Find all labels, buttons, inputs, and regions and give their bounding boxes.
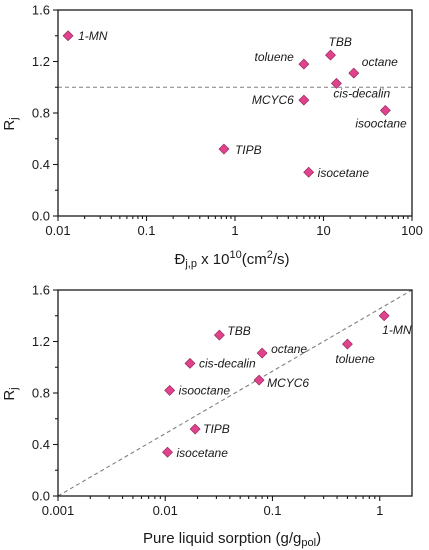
data-point-label: isooctane — [355, 116, 407, 130]
x-axis-label: Pure liquid sorption (g/gpol) — [143, 530, 321, 549]
y-tick-label: 1.2 — [32, 54, 50, 69]
data-point-marker — [331, 77, 342, 89]
y-tick-label: 0.0 — [32, 489, 50, 504]
plot-frame — [57, 9, 413, 217]
y-tick-label: 0.4 — [32, 157, 50, 172]
data-point-label: MCYC6 — [252, 93, 294, 107]
y-tick-label: 0.4 — [32, 437, 50, 452]
data-point-label: TIPB — [203, 422, 230, 436]
data-point-marker — [253, 374, 265, 386]
data-point-marker — [298, 94, 310, 106]
x-tick-label: 1 — [376, 503, 383, 518]
data-point-label: cis-decalin — [199, 356, 256, 370]
y-axis-label: Rj — [1, 117, 20, 130]
chart-bottom-sorption: Pure liquid sorption (g/gpol) Rj 0.001 0.… — [1, 283, 413, 549]
data-point-label: octane — [362, 55, 398, 69]
data-point-label: cis-decalin — [333, 86, 390, 100]
reference-line — [57, 289, 413, 497]
data-point-marker — [348, 67, 360, 79]
x-tick-label: 0.01 — [153, 503, 178, 518]
x-tick-label: 0.01 — [45, 223, 70, 238]
data-point-marker — [303, 166, 315, 178]
y-tick-label: 0.0 — [32, 209, 50, 224]
data-point-label: toluene — [335, 352, 375, 366]
y-tick-label: 1.2 — [32, 334, 50, 349]
data-point-label: isocetane — [318, 166, 370, 180]
data-point-marker — [378, 310, 390, 322]
y-tick-label: 1.6 — [32, 283, 50, 298]
data-point-marker — [342, 338, 353, 350]
data-point-marker — [213, 329, 225, 341]
data-point-label: 1-MN — [382, 323, 412, 337]
x-tick-label: 1 — [231, 223, 238, 238]
data-point-label: TBB — [227, 324, 250, 338]
x-tick-label: 0.1 — [263, 503, 281, 518]
y-axis-label: Rj — [1, 387, 20, 400]
data-point-marker — [298, 58, 310, 70]
data-point-marker — [164, 385, 176, 396]
x-tick-label: 0.001 — [42, 503, 75, 518]
x-axis-label: Đj,p x 1010(cm2/s) — [174, 249, 289, 270]
data-point-marker — [379, 105, 391, 116]
data-point-label: 1-MN — [78, 29, 108, 43]
data-point-marker — [189, 423, 201, 435]
y-tick-label: 0.8 — [32, 386, 50, 401]
data-point-label: octane — [271, 342, 307, 356]
x-tick-label: 10 — [316, 223, 330, 238]
data-point-label: TIPB — [235, 143, 262, 157]
data-point-marker — [162, 446, 173, 458]
y-tick-label: 0.8 — [32, 106, 50, 121]
data-point-label: isocetane — [177, 446, 229, 460]
x-tick-label: 100 — [401, 223, 423, 238]
data-point-marker — [184, 357, 196, 369]
data-point-label: MCYC6 — [267, 376, 309, 390]
data-point-label: TBB — [329, 35, 352, 49]
y-tick-label: 1.6 — [32, 3, 50, 18]
data-point-marker — [256, 347, 268, 359]
data-point-marker — [62, 30, 74, 42]
data-point-marker — [325, 49, 336, 61]
x-tick-label: 0.1 — [137, 223, 155, 238]
data-point-label: isooctane — [179, 383, 231, 397]
chart-top-diffusivity: Đj,p x 1010(cm2/s) Rj 0.01 0.1 1 10 100 0.0 0.… — [1, 3, 423, 271]
data-point-label: toluene — [254, 50, 294, 64]
data-point-marker — [218, 143, 230, 155]
